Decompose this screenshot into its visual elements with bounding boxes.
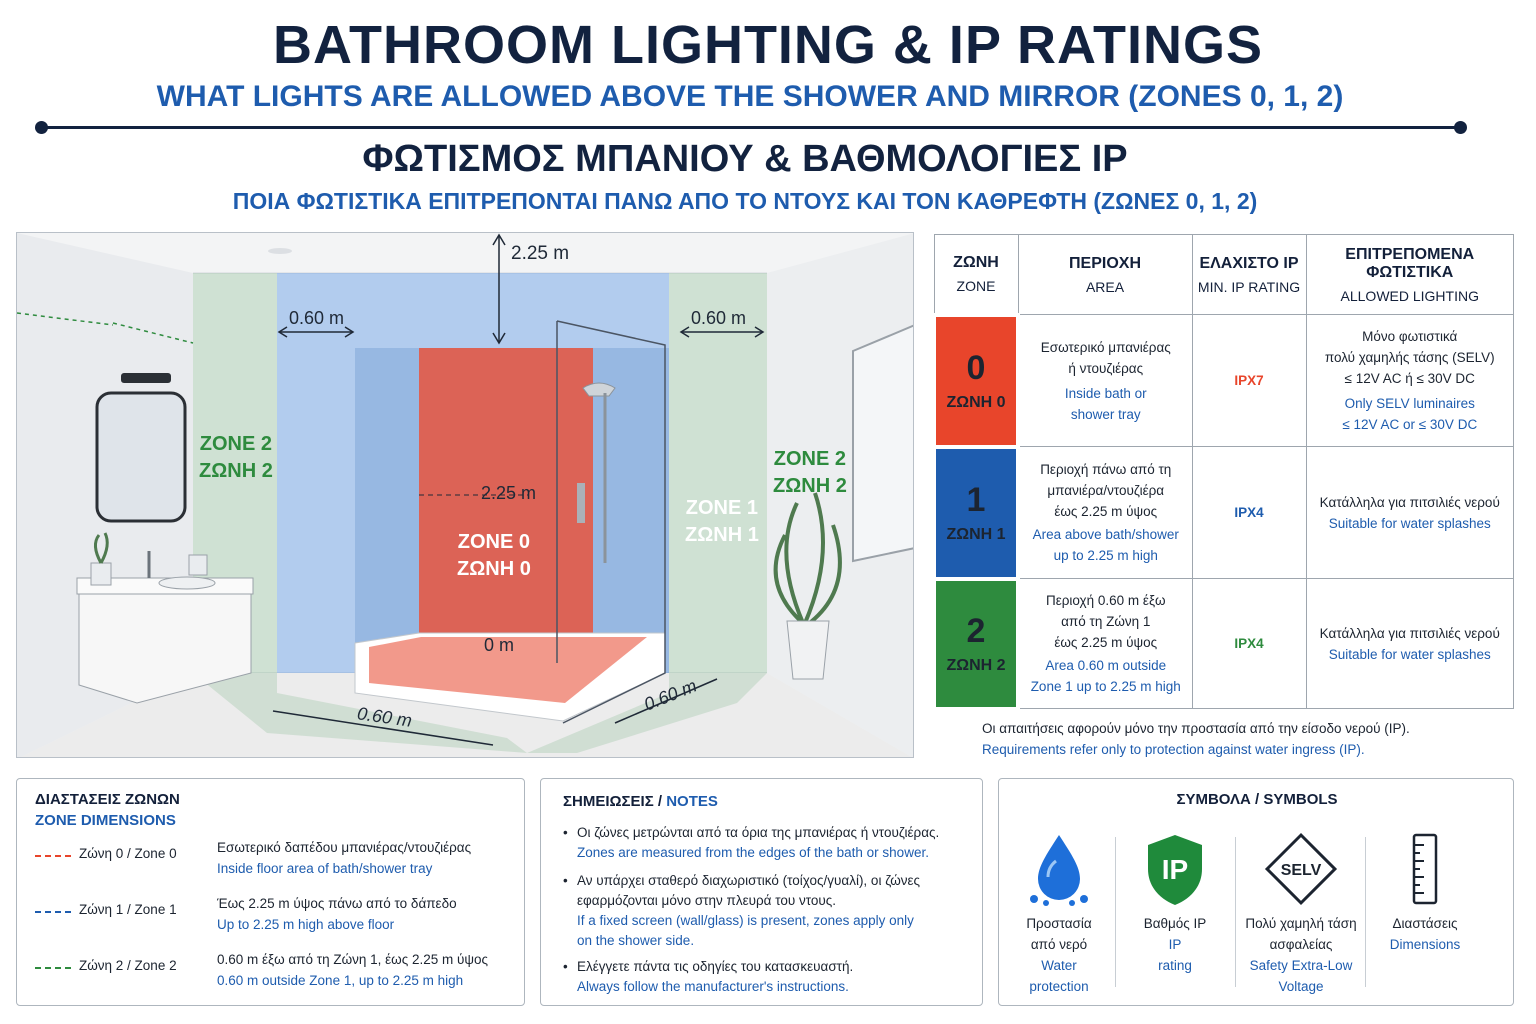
zone0-label: ZONE 0 ΖΩΝΗ 0 <box>457 531 531 580</box>
dim-item-zone0: Ζώνη 0 / Zone 0 Εσωτερικό δαπέδου μπανιέ… <box>35 837 515 881</box>
glass-screen <box>556 320 666 724</box>
dim-label-left: 0.60 m <box>289 308 345 328</box>
window <box>852 324 913 563</box>
svg-text:IP: IP <box>1162 854 1188 885</box>
dim-label-floor: 0 m <box>484 635 515 655</box>
dim-item-zone2: Ζώνη 2 / Zone 2 0.60 m έξω από τη Ζώνη 1… <box>35 949 515 993</box>
zone0-area-cell: Εσωτερικό μπανιέρας ή ντουζιέρας Inside b… <box>1017 314 1193 447</box>
zone-rating-table: ΖΩΝΗ ZONE ΠΕΡΙΟΧΗ AREA ΕΛΑΧΙΣΤΟ IP MIN. IP … <box>932 234 1514 711</box>
zone1-cell: 1 ΖΩΝΗ 1 <box>932 444 1020 581</box>
selv-diamond-icon: SELV <box>1264 832 1338 906</box>
plant-pot-left <box>90 562 112 586</box>
zone1-area-cell: Περιοχή πάνω από τη μπανιέρα/ντουζιέρα έως… <box>1017 446 1193 579</box>
panel-title: ΔΙΑΣΤΑΣΕΙΣ ΖΩΝΩΝ <box>35 791 180 808</box>
mirror <box>95 391 187 523</box>
note-item: • Αν υπάρχει σταθερό διαχωριστικό (τοίχο… <box>563 873 921 948</box>
ip-shield-icon: IP <box>1148 835 1202 905</box>
page-title: BATHROOM LIGHTING & IP RATINGS <box>273 15 1263 75</box>
zone0-ip-rating: IPX7 <box>1191 314 1307 447</box>
zone2-floor-area <box>193 673 527 753</box>
zone0-area <box>419 348 593 648</box>
zone2-cell: 2 ΖΩΝΗ 2 <box>932 576 1020 711</box>
plant-right-icon <box>773 492 842 627</box>
dim-label-middle: 2.25 m <box>481 483 537 503</box>
title-divider <box>40 126 1462 129</box>
zone0-cell: 0 ΖΩΝΗ 0 <box>932 312 1020 449</box>
svg-text:SELV: SELV <box>1281 862 1322 879</box>
th-area: ΠΕΡΙΟΧΗ AREA <box>1017 234 1193 315</box>
symbol-divider <box>1235 837 1236 987</box>
symbol-selv: SELV Πολύ χαμηλή τάση ασφαλείας Safety E… <box>1239 831 1363 997</box>
zone2-left-label: ZONE 2 ΖΩΝΗ 2 <box>199 433 273 482</box>
ruler-icon <box>1412 833 1438 905</box>
zone2-allowed-cell: Κατάλληλα για πιτσιλιές νερού Suitable f… <box>1305 578 1514 709</box>
th-allowed-lighting: ΕΠΙΤΡΕΠΟΜΕΝΑ ΦΩΤΙΣΤΙΚΑ ALLOWED LIGHTING <box>1305 234 1514 315</box>
zone2-right-label: ZONE 2 ΖΩΝΗ 2 <box>773 448 847 497</box>
zone1-allowed-cell: Κατάλληλα για πιτσιλιές νερού Suitable f… <box>1305 446 1514 579</box>
zone1-dash-line <box>35 911 71 913</box>
th-zone: ΖΩΝΗ ZONE <box>933 234 1019 315</box>
dim-label-right: 0.60 m <box>691 308 747 328</box>
zone2-ip-rating: IPX4 <box>1191 578 1307 709</box>
water-drop-icon <box>1030 835 1088 906</box>
symbols-panel: ΣΥΜΒΟΛΑ / SYMBOLS Προστασία από νερό Wat… <box>998 778 1514 1006</box>
zone-dimensions-panel: ΔΙΑΣΤΑΣΕΙΣ ΖΩΝΩΝ ZONE DIMENSIONS Ζώνη 0 … <box>16 778 525 1006</box>
zone1-ip-rating: IPX4 <box>1191 446 1307 579</box>
note-item: • Οι ζώνες μετρώνται από τα όρια της μπα… <box>563 825 940 860</box>
ceiling-light-icon <box>268 248 292 254</box>
divider-dot-left <box>35 121 48 134</box>
symbol-divider <box>1365 837 1366 987</box>
dim-label-top: 2.25 m <box>511 243 570 264</box>
page-subtitle: WHAT LIGHTS ARE ALLOWED ABOVE THE SHOWER… <box>156 80 1344 113</box>
panel-title: ΣΥΜΒΟΛΑ / SYMBOLS <box>1176 791 1338 808</box>
note-item: • Ελέγγετε πάντα τις οδηγίες του κατασκε… <box>563 959 854 994</box>
symbol-dimensions: Διαστάσεις Dimensions <box>1365 831 1485 955</box>
table-header-row: ΖΩΝΗ ZONE ΠΕΡΙΟΧΗ AREA ΕΛΑΧΙΣΤΟ IP MIN. IP … <box>933 234 1514 315</box>
symbol-divider <box>1115 837 1116 987</box>
zone0-allowed-cell: Μόνο φωτιστικά πολύ χαμηλής τάσης (SELV) ≤… <box>1305 314 1514 447</box>
divider-dot-right <box>1454 121 1467 134</box>
zone2-dash-line <box>35 967 71 969</box>
panel-title: ΣΗΜΕΙΩΣΕΙΣ / NOTES <box>563 793 718 810</box>
zone2-right-area <box>669 273 767 673</box>
bathroom-zone-diagram: 2.25 m 0.60 m 0.60 m 2.25 m 0 m 0.60 m 0… <box>16 232 914 758</box>
zone2-area-cell: Περιοχή 0.60 m έξω από τη Ζώνη 1 έως 2.25 … <box>1017 578 1193 709</box>
shower-icon <box>582 382 616 397</box>
page-title-greek: ΦΩΤΙΣΜΟΣ ΜΠΑΝΙΟΥ & ΒΑΘΜΟΛΟΓΙΕΣ IP <box>362 138 1128 180</box>
zone1-label: ZONE 1 ΖΩΝΗ 1 <box>685 497 759 546</box>
notes-panel: ΣΗΜΕΙΩΣΕΙΣ / NOTES • Οι ζώνες μετρώνται … <box>540 778 983 1006</box>
page-subtitle-greek: ΠΟΙΑ ΦΩΤΙΣΤΙΚΑ ΕΠΙΤΡΕΠΟΝΤΑΙ ΠΑΝΩ ΑΠΟ ΤΟ … <box>232 188 1258 214</box>
table-row: 1 ΖΩΝΗ 1 Περιοχή πάνω από τη μπανιέρα/ντου… <box>932 444 1514 581</box>
panel-title-en: ZONE DIMENSIONS <box>35 812 176 829</box>
table-row: 0 ΖΩΝΗ 0 Εσωτερικό μπανιέρας ή ντουζιέρας … <box>932 312 1514 449</box>
symbol-ip-rating: IP Βαθμός IP IP rating <box>1115 831 1235 976</box>
zone0-dash-line <box>35 855 71 857</box>
floor <box>21 673 912 757</box>
mirror-light-icon <box>121 373 171 383</box>
dim-item-zone1: Ζώνη 1 / Zone 1 Έως 2.25 m ύψος πάνω από… <box>35 893 515 937</box>
table-footnote: Οι απαιτήσεις αφορούν μόνο την προστασία… <box>982 721 1410 757</box>
symbol-water-protection: Προστασία από νερό Water protection <box>999 831 1119 997</box>
th-min-ip: ΕΛΑΧΙΣΤΟ IP MIN. IP RATING <box>1191 234 1307 315</box>
